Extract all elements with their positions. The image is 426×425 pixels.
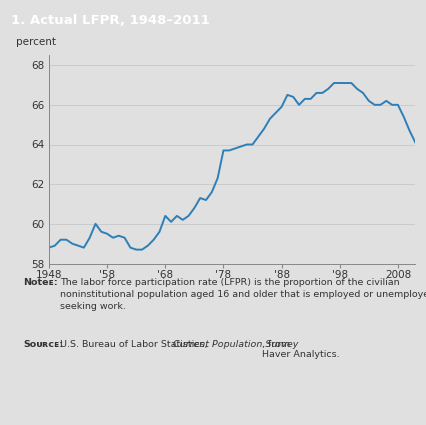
Text: , from
Haver Analytics.: , from Haver Analytics. (262, 340, 340, 360)
Text: U.S. Bureau of Labor Statistics,: U.S. Bureau of Labor Statistics, (60, 340, 210, 349)
Text: percent: percent (16, 37, 56, 47)
Text: 1. Actual LFPR, 1948–2011: 1. Actual LFPR, 1948–2011 (11, 14, 210, 27)
Text: The labor force participation rate (LFPR) is the proportion of the civilian
noni: The labor force participation rate (LFPR… (60, 278, 426, 311)
Text: Noteᴇ:: Noteᴇ: (23, 278, 58, 287)
Text: Sᴏᴜʀᴄᴇ:: Sᴏᴜʀᴄᴇ: (23, 340, 63, 349)
Text: Current Population Survey: Current Population Survey (173, 340, 298, 349)
